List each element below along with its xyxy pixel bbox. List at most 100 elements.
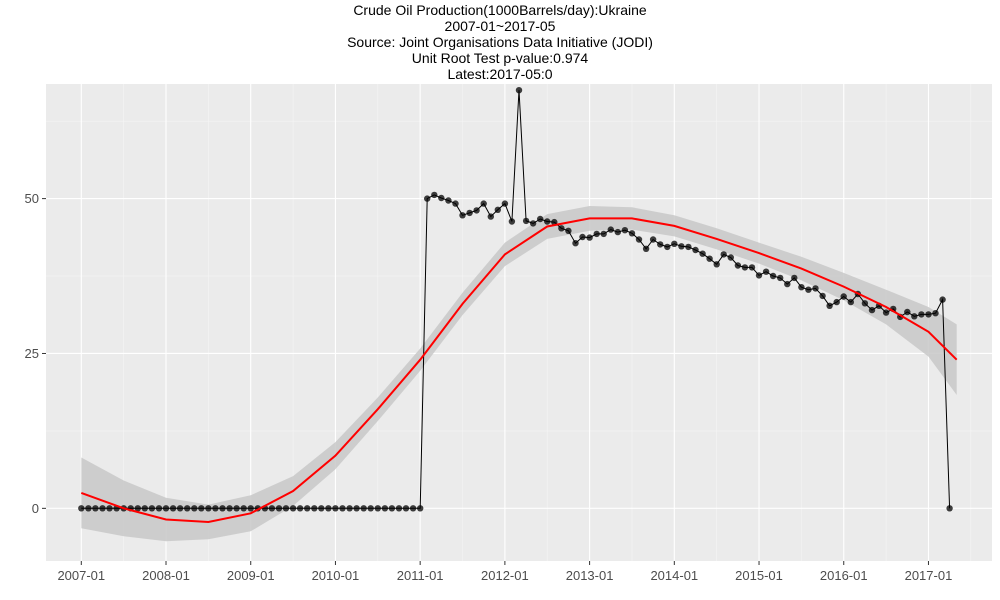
data-point (360, 505, 367, 512)
x-tick-label: 2010-01 (312, 568, 360, 583)
data-point (417, 505, 424, 512)
x-tick-label: 2015-01 (735, 568, 783, 583)
x-tick-label: 2016-01 (820, 568, 868, 583)
data-point (720, 251, 727, 258)
data-point (579, 233, 586, 241)
data-point (946, 505, 953, 512)
x-tick-label: 2008-01 (142, 568, 190, 583)
data-point (840, 293, 847, 300)
data-point (593, 230, 600, 238)
data-point (219, 505, 226, 512)
data-point (332, 505, 339, 512)
data-point (353, 505, 360, 512)
data-point (558, 225, 565, 232)
data-point (289, 505, 297, 512)
data-point (494, 206, 501, 213)
y-tick-label: 0 (32, 501, 39, 516)
data-point (176, 505, 184, 512)
data-point (904, 308, 911, 316)
data-point (473, 207, 480, 214)
data-point (635, 236, 643, 243)
data-point (374, 505, 381, 512)
data-point (191, 505, 198, 512)
data-point (438, 194, 445, 202)
x-tick-label: 2011-01 (397, 568, 444, 583)
data-point (805, 286, 812, 293)
data-point (741, 264, 749, 271)
chart-period: 2007-01~2017-05 (444, 18, 556, 34)
data-point (600, 230, 607, 238)
data-point (311, 505, 318, 512)
data-point (212, 505, 219, 512)
data-point (445, 197, 452, 204)
data-point (431, 191, 438, 199)
x-tick-label: 2014-01 (650, 568, 698, 583)
data-point (508, 218, 516, 225)
data-point (466, 209, 473, 217)
data-point (565, 227, 572, 234)
y-axis: 0 25 50 (25, 191, 46, 516)
data-point (812, 285, 819, 292)
data-point (791, 274, 798, 282)
data-point (861, 300, 869, 307)
data-point (649, 236, 657, 243)
data-point (325, 505, 332, 512)
data-point (784, 280, 791, 288)
data-point (586, 234, 593, 241)
data-point (932, 310, 939, 317)
data-point (226, 505, 233, 512)
data-point (402, 505, 410, 512)
x-axis: 2007-01 2008-01 2009-01 2010-01 2011-01 2012-… (57, 561, 952, 583)
data-point (544, 218, 551, 225)
data-point (169, 505, 177, 512)
data-point (155, 505, 163, 512)
data-point (657, 241, 664, 248)
data-point (713, 261, 720, 268)
trend-line (80, 217, 958, 524)
data-point (184, 505, 191, 512)
series-line (81, 90, 951, 509)
data-point (134, 505, 141, 512)
data-point (614, 228, 621, 236)
data-point (92, 505, 99, 512)
x-tick-label: 2012-01 (481, 568, 529, 583)
data-point (205, 505, 212, 512)
data-point (939, 296, 946, 303)
y-tick-label: 50 (25, 191, 39, 206)
data-point (628, 230, 636, 237)
chart-latest: Latest:2017-05:0 (447, 66, 553, 82)
plot-panel (46, 84, 992, 561)
data-point (198, 505, 205, 512)
data-point (99, 505, 106, 512)
data-point (748, 264, 756, 271)
data-point (304, 505, 311, 512)
data-point (282, 505, 290, 512)
data-point (240, 505, 247, 512)
y-tick-label: 25 (25, 346, 39, 361)
data-point (692, 246, 699, 254)
data-point (833, 298, 840, 306)
x-tick-label: 2017-01 (905, 568, 953, 583)
data-point (409, 505, 417, 512)
data-point (706, 255, 713, 262)
data-point (678, 243, 685, 250)
data-point (664, 243, 671, 251)
data-point (819, 292, 826, 300)
x-tick-label: 2009-01 (227, 568, 275, 583)
data-point (339, 505, 346, 512)
data-point (769, 272, 777, 280)
data-point (487, 213, 494, 220)
data-point (699, 250, 706, 257)
data-point (727, 254, 734, 261)
data-point (367, 505, 374, 512)
x-tick-label: 2007-01 (57, 568, 105, 583)
chart-source: Source: Joint Organisations Data Initiat… (347, 34, 653, 50)
data-point (296, 505, 304, 512)
chart-unit-root: Unit Root Test p-value:0.974 (411, 50, 589, 66)
data-point (826, 302, 833, 309)
data-point (85, 505, 92, 512)
data-point (671, 240, 678, 247)
data-point (762, 268, 770, 275)
data-point (452, 200, 459, 207)
